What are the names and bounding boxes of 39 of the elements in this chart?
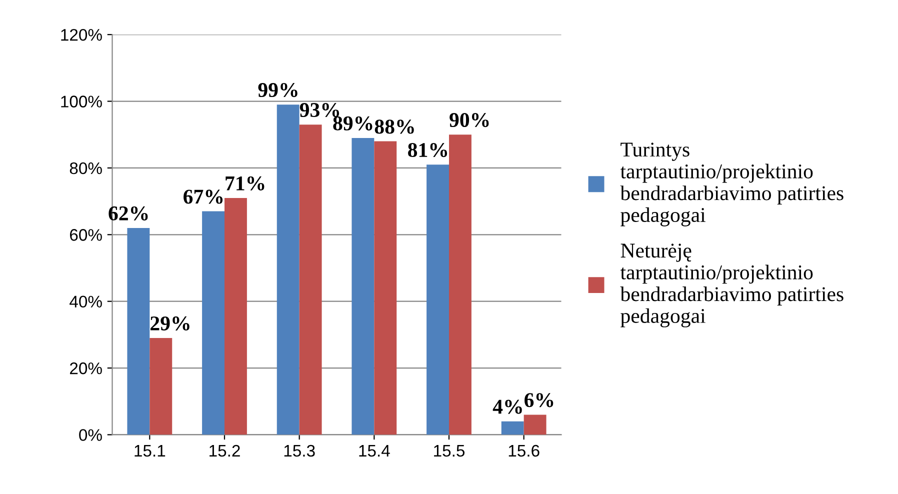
data-label: 29%: [150, 316, 190, 331]
bar: [426, 164, 449, 435]
x-tick-label: 15.5: [434, 445, 465, 457]
x-tick-label: 15.6: [508, 444, 540, 457]
bar: [202, 211, 224, 435]
x-tick-label: 15.1: [134, 445, 166, 457]
y-tick-label: 80%: [70, 162, 102, 174]
data-label: 6%: [524, 393, 554, 408]
data-label: 67%: [184, 190, 223, 204]
data-label: 4%: [492, 400, 522, 414]
bar: [449, 134, 472, 435]
data-label: 93%: [300, 102, 340, 118]
bar: [374, 141, 397, 435]
legend-label: Neturėję tarptautinio/projektinio bendradarbiavimo patirties pedagogai: [620, 244, 844, 328]
data-label: 71%: [226, 176, 264, 190]
data-label: 89%: [333, 116, 372, 130]
bar: [501, 421, 524, 435]
bar: [299, 124, 322, 435]
y-tick-label: 0%: [79, 429, 102, 441]
bar: [224, 198, 247, 435]
x-tick-label: 15.4: [359, 445, 390, 457]
data-label: 99%: [258, 82, 298, 98]
data-label: 62%: [108, 206, 148, 220]
bar: [150, 338, 172, 435]
y-tick-label: 20%: [70, 362, 102, 374]
legend-label: Turintys tarptautinio/projektinio bendradarbiavimo patirties pedagogai: [620, 142, 844, 226]
bar: [352, 138, 374, 435]
y-tick-label: 40%: [70, 296, 102, 308]
bar: [524, 414, 546, 435]
bar: [276, 104, 300, 435]
y-tick-label: 120%: [61, 28, 102, 41]
data-label: 81%: [408, 143, 448, 158]
y-tick-label: 100%: [61, 96, 102, 108]
y-tick-label: 60%: [70, 229, 102, 241]
x-tick-label: 15.3: [284, 444, 315, 457]
data-label: 88%: [374, 120, 414, 134]
bar: [127, 228, 150, 435]
x-tick-label: 15.2: [210, 444, 240, 457]
data-label: 90%: [450, 112, 489, 128]
